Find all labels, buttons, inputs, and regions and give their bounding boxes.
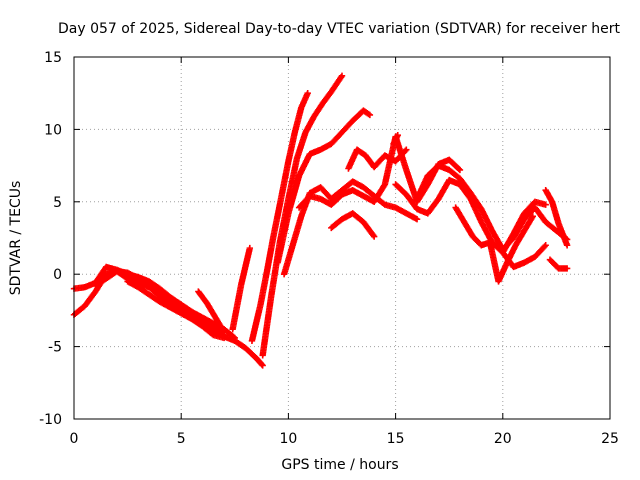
data-point [563, 242, 571, 249]
series-sat-j [280, 178, 421, 278]
x-tick-label: 25 [601, 431, 619, 447]
series-sat-p [452, 204, 537, 285]
series-sat-m [345, 146, 410, 172]
x-tick-label: 5 [177, 431, 186, 447]
data-point [246, 244, 254, 252]
data-point [366, 111, 374, 119]
data-point [413, 215, 421, 223]
data-point [541, 243, 548, 250]
y-tick-label: -5 [48, 340, 62, 356]
data-point [563, 265, 571, 272]
series-sat-l [328, 210, 378, 240]
series-sat-g [248, 90, 311, 345]
data-point [258, 361, 265, 368]
series-sat-f [229, 244, 254, 333]
data-point [220, 328, 228, 336]
y-axis-label: SDTVAR / TECUs [8, 181, 24, 296]
data-point [220, 334, 228, 342]
series-sat-e [195, 288, 228, 336]
data-point [542, 201, 549, 208]
x-tick-label: 10 [279, 431, 297, 447]
data-point [370, 233, 378, 240]
data-point [402, 147, 409, 155]
data-point [394, 131, 401, 139]
series-sat-t [390, 131, 401, 148]
data-point [365, 110, 372, 118]
series-sat-i [274, 107, 374, 266]
y-tick-label: 0 [53, 267, 62, 283]
series-sat-q [499, 242, 549, 271]
data-point [529, 213, 537, 220]
grid [74, 57, 610, 419]
series-sat-s [546, 256, 571, 272]
series-sat-o [413, 162, 571, 253]
y-tick-label: -10 [39, 412, 62, 428]
data-point [456, 166, 464, 174]
plot-frame [73, 56, 611, 420]
x-tick-label: 0 [70, 431, 79, 447]
axis-ticks: 0 5 10 15 20 25 -10 -5 0 5 10 15 [39, 50, 619, 447]
series-sat-r [542, 187, 571, 249]
data-point [337, 73, 345, 81]
y-tick-label: 15 [44, 50, 62, 66]
data-point [370, 232, 377, 239]
data-point [304, 90, 311, 97]
y-tick-label: 10 [44, 122, 62, 138]
x-axis-label: GPS time / hours [281, 457, 398, 473]
y-tick-label: 5 [53, 195, 62, 211]
chart-title: Day 057 of 2025, Sidereal Day-to-day VTE… [58, 21, 620, 37]
x-tick-label: 15 [387, 431, 405, 447]
series-sat-d [124, 278, 228, 342]
data-point [259, 362, 266, 369]
data-marks [70, 72, 571, 369]
x-tick-label: 20 [494, 431, 512, 447]
data-point [455, 165, 463, 173]
data-point [403, 146, 410, 153]
data-point [338, 72, 346, 80]
data-point [542, 242, 549, 249]
